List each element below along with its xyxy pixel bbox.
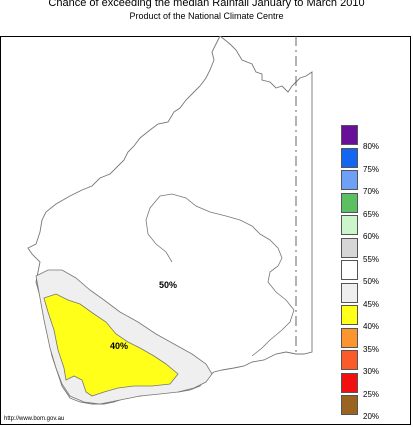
legend-item: 40% [341,305,391,331]
contour-label-50: 50% [159,280,178,290]
legend-item: 45% [341,282,391,309]
legend-item: 35% [341,327,391,354]
legend-label: 75% [363,164,380,174]
legend-swatch [341,305,358,325]
contour-50-line-west [145,195,173,263]
zone-40-region [43,293,179,397]
contour-50-line [159,193,295,357]
legend-item: 50% [341,260,391,286]
map-frame [0,36,411,425]
chart-subtitle: Product of the National Climate Centre [129,11,284,21]
legend-label: 50% [363,277,380,286]
legend-label: 20% [363,412,380,421]
legend-swatch [341,125,358,145]
legend-item: 20% [341,395,391,421]
legend-swatch [341,395,358,415]
legend-item: 30% [341,350,391,376]
legend: 80% 75% 70% 65% 60% 55% 50% 45% 40% 35% 30% 25% 20% [341,125,391,421]
legend-swatch [341,215,358,235]
legend-swatch [341,350,358,370]
legend-label: 30% [363,367,380,376]
legend-label: 65% [363,209,380,219]
legend-item: 75% [341,147,391,174]
legend-swatch [341,327,358,348]
legend-swatch [341,237,358,258]
legend-swatch [341,192,358,213]
legend-label: 70% [363,187,380,196]
legend-swatch [341,170,358,190]
legend-item: 55% [341,237,391,264]
legend-item: 80% [341,125,391,151]
legend-label: 35% [363,344,380,354]
chart-title: Chance of exceeding the median Rainfall … [48,0,365,9]
legend-item: 70% [341,170,391,196]
legend-swatch [341,260,358,280]
contour-label-40: 40% [110,341,129,351]
legend-label: 55% [363,254,380,264]
legend-swatch [341,282,358,303]
legend-item: 65% [341,192,391,219]
legend-label: 40% [363,322,380,331]
legend-item: 25% [341,372,391,399]
legend-label: 80% [363,142,380,151]
western-australia-map [27,36,313,405]
footer-url: http://www.bom.gov.au [4,416,65,422]
legend-label: 25% [363,389,380,399]
legend-swatch [341,372,358,393]
legend-label: 60% [363,232,380,241]
legend-swatch [341,147,358,168]
legend-label: 45% [363,299,380,309]
legend-item: 60% [341,215,391,241]
